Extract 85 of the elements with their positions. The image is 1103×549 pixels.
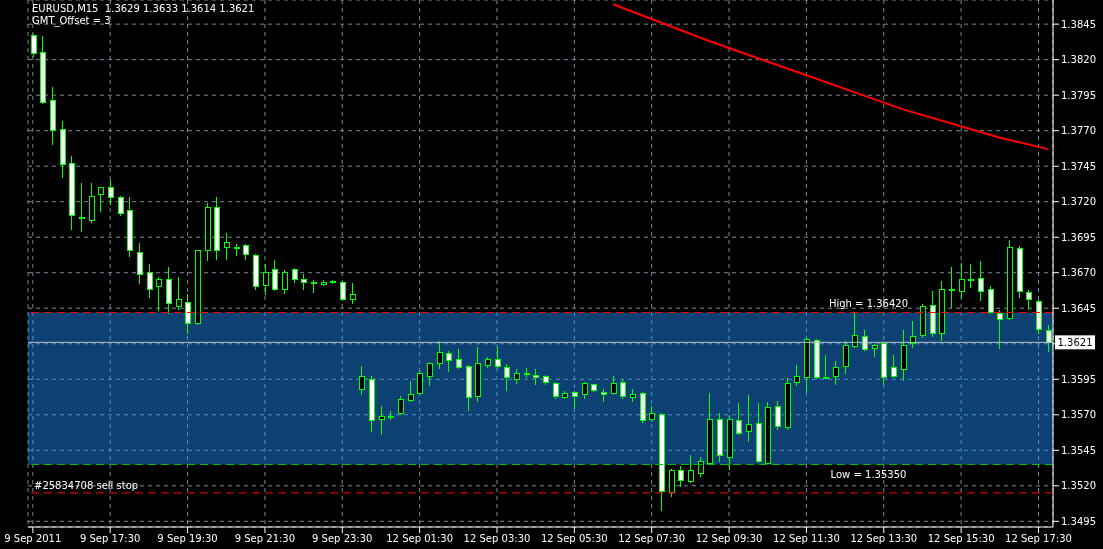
candlestick [958, 262, 965, 299]
candlestick [909, 320, 916, 349]
candlestick [175, 276, 182, 311]
candlestick [745, 394, 752, 443]
candlestick [358, 365, 365, 396]
y-tick-label: 1.3520 [1061, 480, 1096, 492]
candlestick [146, 263, 153, 299]
chart-title: EURUSD,M15 1.3629 1.3633 1.3614 1.3621 [32, 3, 255, 15]
candlestick [774, 400, 781, 431]
candlestick [822, 354, 829, 380]
annotation: Low = 1.35350 [830, 469, 907, 481]
ref-line-label: #25834708 sell stop [34, 479, 139, 491]
candlestick [851, 312, 858, 349]
line-series [612, 3, 1050, 151]
y-tick-label: 1.3695 [1061, 231, 1096, 243]
candlestick [890, 354, 897, 379]
y-tick-label: 1.3645 [1061, 302, 1096, 314]
y-tick-label: 1.3720 [1061, 196, 1096, 208]
x-tick-label: 9 Sep 23:30 [312, 533, 373, 545]
candlestick [996, 309, 1003, 350]
y-tick-label: 1.3745 [1061, 160, 1096, 172]
ref-line-label: 1.3621 [1057, 337, 1093, 349]
candlestick [977, 260, 984, 302]
candlestick [155, 276, 162, 312]
candlestick [397, 395, 404, 416]
x-tick-label: 9 Sep 21:30 [234, 533, 296, 545]
candlestick [677, 465, 684, 488]
candlestick [619, 378, 626, 400]
candlestick [78, 182, 85, 233]
y-tick-label: 1.3795 [1061, 89, 1096, 101]
candlestick [494, 346, 501, 370]
x-tick-label: 12 Sep 03:30 [463, 533, 531, 545]
y-tick-label: 1.3845 [1061, 18, 1096, 30]
candlestick [136, 242, 143, 285]
candlestick [697, 456, 704, 478]
candlestick [832, 360, 839, 386]
candlestick [793, 364, 800, 387]
candlestick [378, 405, 385, 436]
x-tick-label: 12 Sep 17:30 [1005, 533, 1072, 545]
candlestick [1025, 289, 1032, 311]
annotation: High = 1.36420 [828, 297, 909, 309]
candlestick [987, 285, 994, 315]
candlestick [668, 468, 675, 498]
candlestick [97, 187, 104, 213]
x-tick-label: 12 Sep 01:30 [386, 533, 453, 545]
candlestick [262, 263, 269, 296]
y-tick-label: 1.3495 [1061, 515, 1096, 527]
x-tick-label: 12 Sep 15:30 [927, 533, 995, 545]
x-tick-label: 9 Sep 2011 [4, 533, 62, 545]
candlestick [610, 375, 617, 396]
y-tick-label: 1.3820 [1061, 54, 1096, 66]
candlestick [117, 195, 124, 217]
candlestick [107, 179, 114, 206]
candlestick [948, 266, 955, 309]
y-tick-label: 1.3670 [1061, 267, 1096, 279]
y-tick-label: 1.3545 [1061, 444, 1096, 456]
candlestick [687, 454, 694, 484]
x-tick-label: 12 Sep 11:30 [773, 533, 840, 545]
candlestick [436, 340, 443, 370]
candlestick [184, 293, 191, 335]
candlestick [407, 380, 414, 403]
x-tick-label: 9 Sep 17:30 [80, 533, 141, 545]
candlestick [349, 282, 356, 305]
y-tick-label: 1.3595 [1061, 373, 1096, 385]
x-tick-label: 12 Sep 09:30 [695, 533, 763, 545]
x-tick-label: 9 Sep 19:30 [157, 533, 218, 545]
x-tick-label: 12 Sep 05:30 [540, 533, 608, 545]
x-tick-label: 12 Sep 07:30 [618, 533, 686, 545]
candlestick [842, 340, 849, 375]
candlestick [281, 269, 288, 295]
candlestick [503, 363, 510, 392]
y-tick-label: 1.3570 [1061, 409, 1096, 421]
candlestick [967, 263, 974, 289]
candlestick [416, 370, 423, 396]
candlestick [223, 232, 230, 261]
candlestick [30, 33, 37, 58]
candlestick [735, 402, 742, 436]
candlestick [445, 350, 452, 373]
y-tick-label: 1.3770 [1061, 125, 1096, 137]
candlestick [426, 361, 433, 387]
candlestick [339, 280, 346, 302]
candlestick [271, 259, 278, 292]
candlestick [233, 243, 240, 257]
x-tick-label: 12 Sep 13:30 [850, 533, 918, 545]
annotation: GMT_Offset = 3 [32, 15, 112, 27]
